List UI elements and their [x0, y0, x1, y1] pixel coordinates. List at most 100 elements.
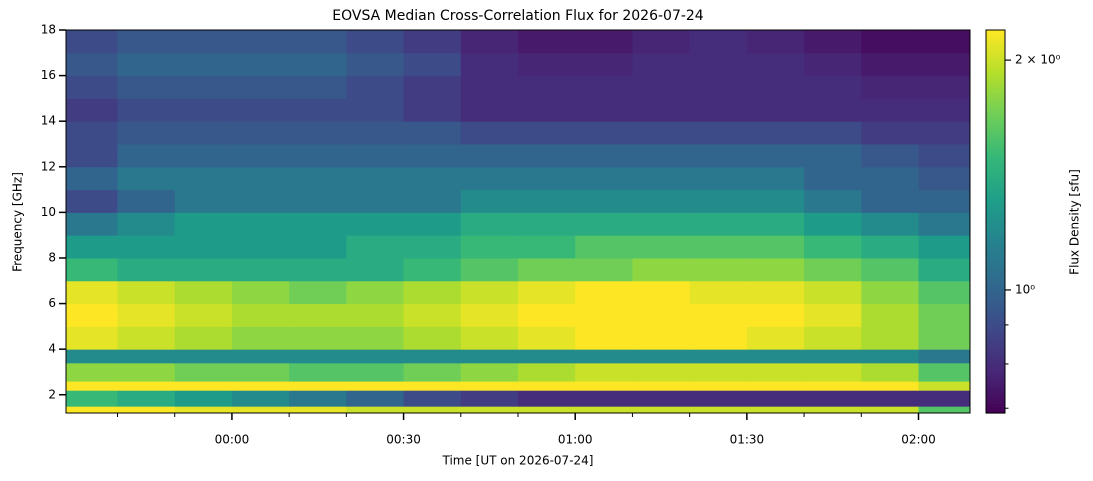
- heatmap-cell: [746, 212, 805, 236]
- heatmap-cell: [117, 326, 176, 350]
- y-tick-label: 2: [48, 387, 56, 401]
- heatmap-cell: [746, 166, 805, 191]
- heatmap-cell: [403, 235, 462, 259]
- heatmap-cell: [575, 212, 633, 236]
- heatmap-cell: [66, 121, 118, 145]
- y-tick-label: 8: [48, 250, 56, 264]
- heatmap-cell: [746, 235, 805, 259]
- heatmap-cell: [918, 362, 971, 382]
- heatmap-cell: [460, 143, 519, 168]
- heatmap-cell: [403, 326, 462, 350]
- heatmap-cell: [918, 235, 971, 259]
- heatmap-cell: [346, 121, 405, 145]
- heatmap-cell: [346, 98, 405, 122]
- heatmap-cell: [632, 143, 691, 168]
- heatmap-cell: [289, 381, 347, 391]
- y-tick-label: 18: [41, 23, 56, 37]
- heatmap-cell: [117, 166, 176, 191]
- heatmap-cell: [460, 98, 519, 122]
- heatmap-cell: [289, 98, 347, 122]
- heatmap-cell: [117, 212, 176, 236]
- heatmap-cell: [746, 52, 805, 77]
- heatmap-cell: [632, 326, 691, 350]
- heatmap-cell: [518, 406, 576, 414]
- heatmap-cell: [746, 257, 805, 282]
- heatmap-cell: [117, 189, 176, 213]
- heatmap-cell: [289, 326, 347, 350]
- heatmap-cell: [918, 30, 971, 54]
- heatmap-cell: [518, 381, 576, 391]
- heatmap-cell: [575, 189, 633, 213]
- heatmap-cell: [804, 212, 862, 236]
- heatmap-cell: [117, 406, 176, 414]
- heatmap-cell: [346, 362, 405, 382]
- heatmap-cell: [117, 390, 176, 407]
- chart-title: EOVSA Median Cross-Correlation Flux for …: [332, 8, 704, 24]
- heatmap-cell: [289, 121, 347, 145]
- heatmap-cell: [174, 166, 233, 191]
- heatmap-cell: [174, 143, 233, 168]
- heatmap-cell: [460, 381, 519, 391]
- heatmap-cell: [632, 98, 691, 122]
- heatmap-cell: [689, 362, 748, 382]
- heatmap-cell: [918, 98, 971, 122]
- heatmap-cell: [117, 280, 176, 305]
- y-tick-label: 12: [41, 159, 56, 173]
- heatmap-cell: [518, 362, 576, 382]
- heatmap-cell: [174, 30, 233, 54]
- heatmap-cell: [689, 235, 748, 259]
- heatmap-cell: [632, 235, 691, 259]
- heatmap-cell: [861, 98, 920, 122]
- heatmap-cell: [918, 257, 971, 282]
- heatmap-cell: [289, 362, 347, 382]
- heatmap-cell: [918, 52, 971, 77]
- heatmap-cell: [66, 406, 118, 414]
- heatmap-cell: [861, 406, 920, 414]
- heatmap-cell: [804, 189, 862, 213]
- heatmap-cell: [746, 349, 805, 364]
- heatmap-cell: [518, 257, 576, 282]
- heatmap-cell: [346, 52, 405, 77]
- heatmap-cell: [518, 166, 576, 191]
- heatmap-cell: [346, 257, 405, 282]
- heatmap-cell: [746, 75, 805, 99]
- heatmap-cell: [460, 349, 519, 364]
- heatmap-cell: [518, 235, 576, 259]
- heatmap-cell: [918, 349, 971, 364]
- heatmap-cell: [460, 390, 519, 407]
- heatmap-cell: [289, 189, 347, 213]
- heatmap-cell: [804, 280, 862, 305]
- heatmap-cell: [746, 326, 805, 350]
- heatmap-cell: [231, 303, 290, 327]
- heatmap-cell: [575, 52, 633, 77]
- heatmap-cell: [689, 98, 748, 122]
- heatmap-cell: [66, 326, 118, 350]
- heatmap-cell: [403, 143, 462, 168]
- heatmap-cell: [918, 212, 971, 236]
- heatmap-cell: [575, 280, 633, 305]
- heatmap-cell: [460, 303, 519, 327]
- heatmap-cell: [689, 390, 748, 407]
- heatmap-cell: [403, 30, 462, 54]
- heatmap-cell: [746, 280, 805, 305]
- heatmap-cell: [804, 75, 862, 99]
- heatmap-cell: [632, 303, 691, 327]
- heatmap-cell: [174, 390, 233, 407]
- y-tick-label: 4: [48, 342, 56, 356]
- heatmap-cell: [403, 280, 462, 305]
- heatmap-cell: [518, 98, 576, 122]
- heatmap-cell: [460, 121, 519, 145]
- heatmap-cell: [289, 390, 347, 407]
- colorbar: [986, 30, 1005, 414]
- heatmap-cell: [174, 381, 233, 391]
- heatmap-cell: [861, 121, 920, 145]
- heatmap-cell: [66, 257, 118, 282]
- heatmap-cell: [575, 30, 633, 54]
- heatmap-cell: [575, 362, 633, 382]
- heatmap-cell: [66, 75, 118, 99]
- heatmap-cell: [403, 98, 462, 122]
- heatmap-cell: [518, 75, 576, 99]
- heatmap-cell: [117, 30, 176, 54]
- heatmap-cell: [117, 362, 176, 382]
